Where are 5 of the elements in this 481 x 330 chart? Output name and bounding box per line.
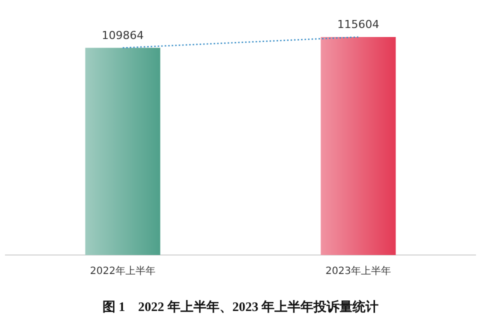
data-label: 109864 bbox=[102, 28, 144, 42]
x-tick-label: 2023年上半年 bbox=[326, 265, 391, 277]
x-tick-label: 2022年上半年 bbox=[90, 265, 156, 277]
text: 图 1 2022 年上半年、2023 年上半年投诉量统计 bbox=[102, 299, 379, 314]
data-label: 115604 bbox=[337, 18, 380, 31]
